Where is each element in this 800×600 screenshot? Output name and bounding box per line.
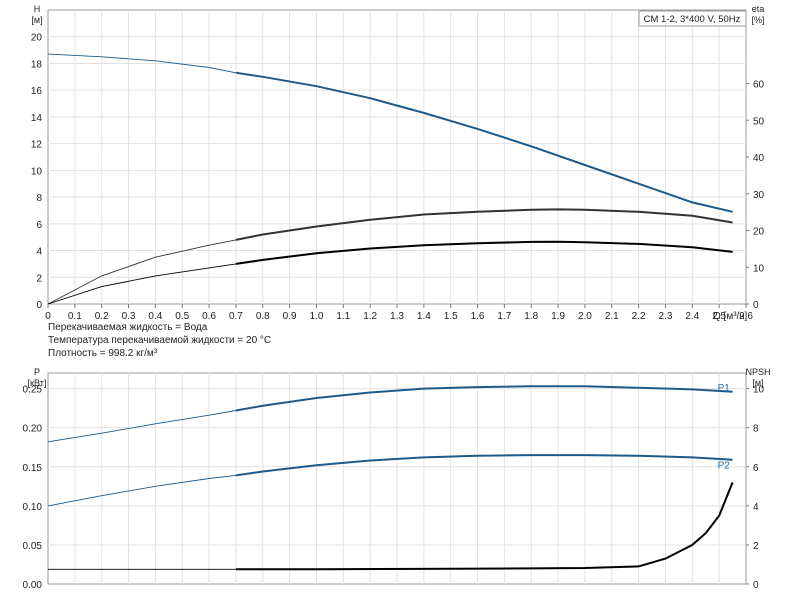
y-left-tick-label: 0.25 bbox=[23, 385, 43, 396]
x-tick-label: 1.6 bbox=[471, 311, 485, 322]
p1-series-line bbox=[235, 385, 733, 412]
y-right-axis-unit: [м] bbox=[752, 378, 763, 388]
y-right-tick-label: 40 bbox=[753, 153, 765, 164]
curve-series-line bbox=[235, 208, 733, 241]
x-axis-title: Q [м³/ч] bbox=[713, 311, 748, 322]
x-tick-label: 0.5 bbox=[175, 311, 189, 322]
y-left-tick-label: 6 bbox=[36, 220, 42, 231]
p1-series-line-thin bbox=[47, 410, 236, 443]
y-left-tick-label: 10 bbox=[31, 166, 43, 177]
y-left-tick-label: 0.00 bbox=[23, 580, 43, 591]
y-left-tick-label: 0.20 bbox=[23, 424, 43, 435]
title-box bbox=[638, 10, 747, 27]
curve-series-line-thin bbox=[47, 53, 236, 74]
x-tick-label: 0.3 bbox=[122, 311, 136, 322]
y-left-tick-label: 0 bbox=[36, 300, 42, 311]
y-right-tick-label: 8 bbox=[753, 424, 759, 435]
y-right-tick-label: 10 bbox=[753, 263, 765, 274]
x-tick-label: 0.4 bbox=[148, 311, 162, 322]
curve-series-line bbox=[235, 240, 733, 265]
p2-series-line bbox=[235, 454, 733, 477]
y-left-tick-label: 4 bbox=[36, 247, 42, 258]
y-right-axis-title: NPSH bbox=[745, 367, 770, 377]
x-tick-label: 2.6 bbox=[739, 311, 753, 322]
y-right-tick-label: 50 bbox=[753, 116, 765, 127]
y-right-axis-title: eta bbox=[752, 4, 765, 14]
y-right-tick-label: 6 bbox=[753, 463, 759, 474]
y-right-tick-label: 20 bbox=[753, 227, 765, 238]
x-tick-label: 2.4 bbox=[685, 311, 699, 322]
y-right-tick-label: 0 bbox=[753, 580, 759, 591]
y-left-tick-label: 0.15 bbox=[23, 463, 43, 474]
curve-series-line bbox=[235, 71, 733, 213]
curve-series-line bbox=[235, 482, 734, 571]
x-tick-label: 1.8 bbox=[524, 311, 538, 322]
x-tick-label: 2.0 bbox=[578, 311, 592, 322]
y-left-tick-label: 14 bbox=[31, 113, 43, 124]
x-tick-label: 0.1 bbox=[68, 311, 82, 322]
x-tick-label: 0.6 bbox=[202, 311, 216, 322]
y-left-axis-unit: [м] bbox=[31, 15, 42, 25]
x-tick-label: 1.2 bbox=[363, 311, 377, 322]
x-tick-label: 0.9 bbox=[283, 311, 297, 322]
y-left-tick-label: 8 bbox=[36, 193, 42, 204]
y-right-axis-unit: [%] bbox=[751, 15, 764, 25]
y-right-tick-label: 4 bbox=[753, 502, 759, 513]
y-right-tick-label: 10 bbox=[753, 385, 765, 396]
x-tick-label: 1.4 bbox=[417, 311, 431, 322]
y-left-axis-title: P bbox=[34, 367, 40, 377]
y-right-tick-label: 60 bbox=[753, 80, 765, 91]
y-left-tick-label: 2 bbox=[36, 273, 42, 284]
series-label-p1: P1 bbox=[718, 383, 731, 394]
y-left-tick-label: 20 bbox=[31, 33, 43, 44]
x-tick-label: 2.5 bbox=[712, 311, 726, 322]
x-tick-label: 1.3 bbox=[390, 311, 404, 322]
x-tick-label: 1.7 bbox=[497, 311, 511, 322]
x-tick-label: 1.0 bbox=[310, 311, 324, 322]
fluid-note: Перекачиваемая жидкость = Вода bbox=[48, 322, 208, 333]
y-left-tick-label: 0.10 bbox=[23, 502, 43, 513]
curve-series-line-thin bbox=[47, 263, 236, 305]
y-left-tick-label: 16 bbox=[31, 86, 43, 97]
y-right-tick-label: 0 bbox=[753, 300, 759, 311]
x-tick-label: 0.7 bbox=[229, 311, 243, 322]
y-right-tick-label: 2 bbox=[753, 541, 759, 552]
y-left-axis-unit: [кВт] bbox=[28, 378, 47, 388]
y-left-axis-title: H bbox=[34, 4, 41, 14]
y-left-tick-label: 12 bbox=[31, 140, 43, 151]
y-right-tick-label: 30 bbox=[753, 190, 765, 201]
temperature-note: Температура перекачиваемой жидкости = 20… bbox=[48, 335, 272, 346]
y-left-tick-label: 18 bbox=[31, 59, 43, 70]
curve-series-line-thin bbox=[47, 239, 236, 305]
series-label-p2: P2 bbox=[718, 461, 731, 472]
x-tick-label: 2.1 bbox=[605, 311, 619, 322]
x-tick-label: 1.9 bbox=[551, 311, 565, 322]
x-tick-label: 0 bbox=[45, 311, 51, 322]
x-tick-label: 1.5 bbox=[444, 311, 458, 322]
density-note: Плотность = 998.2 кг/м³ bbox=[48, 348, 158, 359]
chart-title: CM 1-2, 3*400 V, 50Hz bbox=[644, 14, 741, 25]
x-tick-label: 0.8 bbox=[256, 311, 270, 322]
x-tick-label: 2.2 bbox=[632, 311, 646, 322]
x-tick-label: 2.3 bbox=[659, 311, 673, 322]
p2-series-line-thin bbox=[47, 474, 236, 507]
x-tick-label: 1.1 bbox=[336, 311, 350, 322]
x-tick-label: 0.2 bbox=[95, 311, 109, 322]
y-left-tick-label: 0.05 bbox=[23, 541, 43, 552]
